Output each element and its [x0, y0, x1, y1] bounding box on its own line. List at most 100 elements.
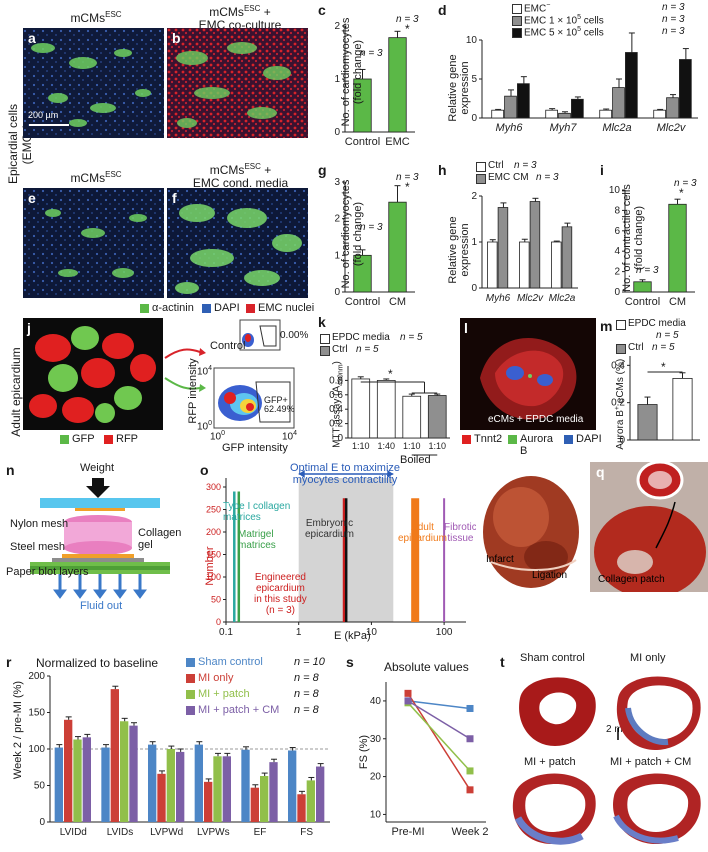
chart-c: 0 1 2 Control EMC [334, 21, 415, 148]
panel-o-matrigel: Matrigel matrices [238, 529, 276, 551]
panel-q-patch: Collagen patch [598, 574, 665, 585]
panel-a-letter: a [28, 30, 36, 46]
l-legend-swatch-aurora [508, 435, 517, 444]
d-legend-swatch-1 [512, 16, 522, 26]
arrow-green [164, 377, 201, 390]
m-ytick-label-0: 0 [619, 435, 625, 446]
o-ytick-label-0: 0 [216, 617, 221, 627]
r-bar-1-3 [129, 725, 138, 822]
h-legend-label-0: Ctrl [488, 160, 504, 171]
r-bar-3-3 [222, 756, 231, 822]
k-xlabel-0: 1:10 [352, 441, 370, 451]
panel-o-letter: o [200, 462, 209, 478]
arrow-green-head [199, 384, 206, 392]
r-ytick-label-2: 100 [28, 744, 45, 755]
r-bar-3-2 [213, 756, 222, 822]
j-legend-label-gfp: GFP [72, 433, 95, 445]
d-bar-3-0 [653, 109, 666, 119]
panel-g-n-control: n = 3 [360, 222, 383, 233]
control-flow-gate [259, 325, 277, 347]
paper-layer-3 [30, 570, 170, 574]
r-bar-3-1 [204, 781, 213, 822]
d-ytick-label-1: 5 [471, 74, 477, 85]
s-ytick-label-3: 40 [370, 696, 382, 707]
panel-s-letter: s [346, 654, 354, 670]
s-line-1 [407, 692, 471, 791]
c-xlabel-0: Control [345, 136, 380, 148]
h-bar-0-1 [497, 207, 509, 289]
micrograph-f-texture [167, 188, 308, 298]
k-legend-swatch-1 [320, 346, 330, 356]
panel-k-ylabel: MTT assay (A490nm) [331, 361, 345, 448]
panel-s-title: Absolute values [384, 660, 469, 674]
d-bar-2-2 [625, 52, 638, 119]
j-ytick-top: 104 [197, 365, 213, 378]
panel-c-n-control: n = 3 [360, 48, 383, 59]
r-legend-label-2: MI + patch [198, 688, 250, 700]
o-xtick-label-3: 100 [436, 627, 453, 638]
r-legend-n-0: n = 10 [294, 656, 325, 668]
r-ytick-label-4: 200 [28, 671, 45, 682]
i-ytick-label-3: 6 [614, 226, 620, 237]
h-bar-2-0 [551, 241, 562, 289]
d-legend-swatch-2 [512, 28, 522, 38]
panel-n-paper: Paper blot layers [6, 566, 89, 578]
r-bar-5-0 [288, 750, 297, 822]
r-bar-4-0 [241, 749, 250, 822]
k-bar-1 [376, 379, 396, 439]
k-legend-label-0: EPDC media [332, 332, 390, 343]
s-xlabel-0: Pre-MI [392, 826, 425, 838]
panel-f-title: mCMsESC + EMC cond. media [192, 162, 289, 190]
g-xlabel-1: CM [389, 296, 406, 308]
panel-r-title: Normalized to baseline [36, 656, 159, 670]
panel-i-ylabel: No. of contractile cells (fold change) [621, 184, 645, 292]
collagen-gel-bottom [64, 541, 132, 555]
d-xlabel-0: Myh6 [496, 122, 524, 134]
r-ytick-label-1: 50 [34, 781, 46, 792]
h-xlabel-1: Mlc2v [517, 293, 544, 304]
d-bar-0-2 [517, 83, 530, 119]
panel-m-star: * [661, 360, 666, 374]
panel-o-xlabel: E (kPa) [334, 630, 371, 642]
r-bar-1-2 [120, 721, 129, 822]
arrow-red-head [199, 348, 206, 356]
panel-i-star: * [679, 186, 684, 200]
legend-label-actinin: α-actinin [152, 302, 194, 314]
legend-label-dapi: DAPI [214, 302, 240, 314]
d-ytick-label-2: 10 [466, 35, 478, 46]
c-ytick-label-2: 2 [334, 21, 340, 32]
micrograph-j-cells [29, 326, 156, 423]
o-ytick-label-4: 200 [206, 527, 221, 537]
o-xtick-label-2: 10 [366, 627, 378, 638]
d-ytick-label-0: 0 [471, 113, 477, 124]
micrograph-l-cells [480, 338, 577, 420]
panel-o-adult: Adult epicardium [398, 522, 447, 544]
panel-f-letter: f [172, 190, 177, 206]
chart-d: 0 5 10 Myh6 Myh7 Mlc2a Mlc2v [466, 32, 698, 134]
r-bar-1-0 [101, 747, 110, 822]
r-bar-2-2 [166, 749, 175, 822]
panel-n-diagram [30, 478, 170, 599]
panel-n-weight: Weight [80, 462, 115, 474]
adult-epicardium-side-label: Adult epicardium [9, 347, 23, 437]
r-legend-swatch-0 [186, 658, 195, 667]
arrow-red [164, 348, 201, 359]
panel-o-ylabel: Number [204, 546, 216, 586]
panel-d-letter: d [438, 2, 447, 18]
control-flow-core [245, 334, 251, 342]
micrograph-a: a 200 µm [23, 28, 164, 138]
r-xlabel-3: LVPWs [197, 827, 230, 838]
r-bar-4-3 [269, 762, 278, 822]
r-bar-2-1 [157, 773, 166, 822]
steel-mesh [52, 558, 144, 562]
r-legend-swatch-1 [186, 674, 195, 683]
d-bar-2-0 [599, 109, 612, 119]
c-bar-1 [388, 37, 407, 133]
o-xtick-label-0: 0.1 [219, 627, 233, 638]
panel-d-legend: EMC− n = 3 EMC 1 × 105 cells n = 3 EMC 5… [512, 2, 702, 38]
panel-i-n-control: n = 3 [636, 265, 659, 276]
m-legend-n-1: n = 5 [652, 342, 675, 353]
panel-b-letter: b [172, 30, 181, 46]
chart-r: 0 50 100 150 200 LVIDd LVIDs LVPWd LVPWs EF FS [28, 671, 330, 838]
panel-t-sections [512, 676, 701, 845]
